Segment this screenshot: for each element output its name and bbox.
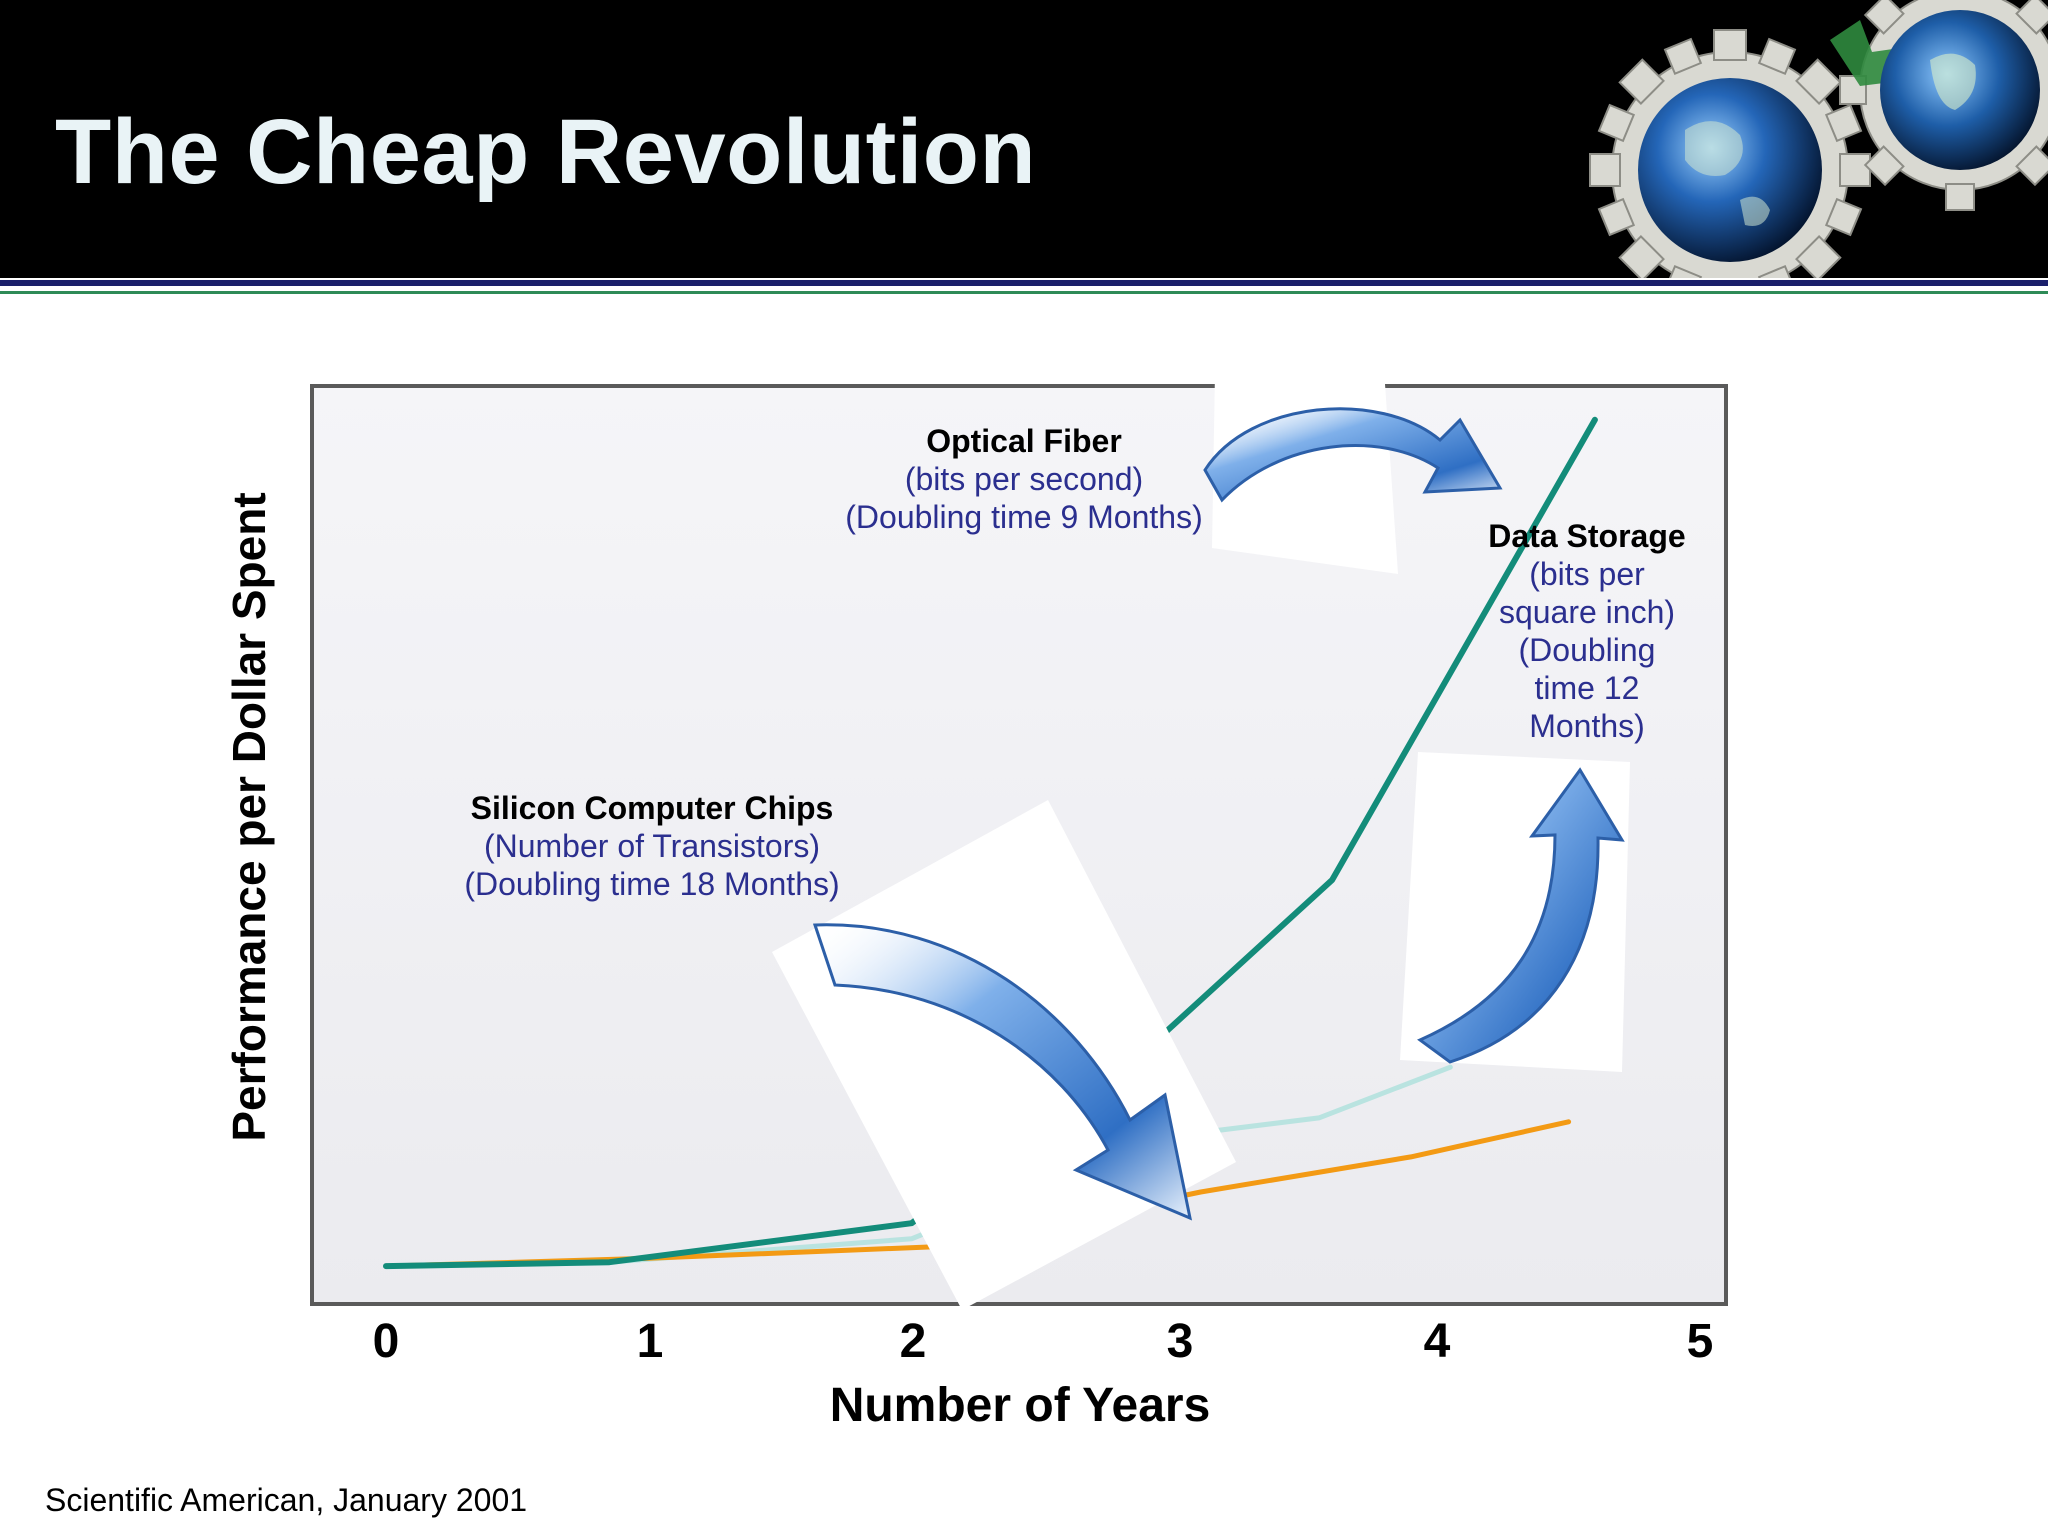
annotation-title: Silicon Computer Chips xyxy=(470,790,834,826)
annotation-data-storage: Data Storage (bits per square inch) (Dou… xyxy=(1488,517,1685,745)
y-axis-label: Performance per Dollar Spent xyxy=(223,492,275,1142)
x-tick-label: 3 xyxy=(1166,1315,1194,1368)
annotation-title: Data Storage xyxy=(1488,518,1686,554)
annotation-optical-fiber: Optical Fiber (bits per second) (Doublin… xyxy=(845,422,1202,536)
x-axis-label: Number of Years xyxy=(829,1379,1211,1432)
x-tick-label: 1 xyxy=(636,1315,664,1368)
x-tick-label: 4 xyxy=(1423,1315,1451,1368)
annotation-line: (Doubling time 18 Months) xyxy=(464,866,840,902)
annotation-silicon-chips: Silicon Computer Chips (Number of Transi… xyxy=(464,789,839,903)
slide-title: The Cheap Revolution xyxy=(55,101,1037,203)
x-tick-label: 2 xyxy=(899,1315,927,1368)
annotation-line: square inch) xyxy=(1498,594,1676,630)
callout-arrow-data-storage xyxy=(1400,752,1630,1072)
callout-arrow-optical-fiber xyxy=(1203,372,1503,574)
header-rule-blue xyxy=(0,280,2048,286)
annotation-line: Months) xyxy=(1529,708,1645,744)
annotation-line: time 12 xyxy=(1534,670,1640,706)
annotation-line: (Number of Transistors) xyxy=(483,828,821,864)
x-tick-label: 5 xyxy=(1686,1315,1714,1368)
gears-and-globes-icon xyxy=(1589,0,2048,278)
annotation-line: (Doubling time 9 Months) xyxy=(845,499,1203,535)
annotation-line: (bits per xyxy=(1529,556,1645,592)
annotation-title: Optical Fiber xyxy=(926,423,1122,459)
source-citation: Scientific American, January 2001 xyxy=(45,1482,528,1518)
header-rule-green xyxy=(0,291,2048,294)
annotation-line: (Doubling xyxy=(1518,632,1656,668)
x-tick-label: 0 xyxy=(372,1315,400,1368)
annotation-line: (bits per second) xyxy=(904,461,1144,497)
callout-arrow-silicon-chips xyxy=(772,800,1236,1310)
